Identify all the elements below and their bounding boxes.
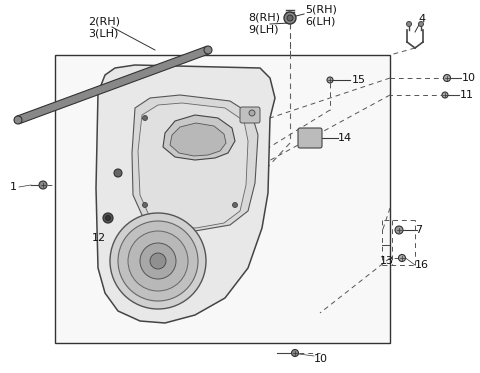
Text: 13: 13 [380, 256, 394, 266]
Circle shape [444, 75, 451, 81]
Circle shape [106, 216, 110, 220]
Circle shape [327, 77, 333, 83]
Circle shape [407, 22, 411, 26]
Circle shape [204, 46, 212, 54]
Text: 4: 4 [418, 14, 425, 24]
Polygon shape [17, 46, 209, 124]
Text: 12: 12 [92, 233, 106, 243]
Circle shape [143, 203, 147, 207]
Circle shape [419, 22, 423, 26]
Circle shape [442, 92, 448, 98]
Circle shape [249, 110, 255, 116]
Circle shape [143, 116, 147, 120]
Text: 1: 1 [10, 182, 17, 192]
Circle shape [150, 253, 166, 269]
Circle shape [103, 213, 113, 223]
Circle shape [39, 181, 47, 189]
Circle shape [128, 231, 188, 291]
Circle shape [395, 226, 403, 234]
Text: 8(RH): 8(RH) [248, 13, 280, 23]
Text: 7: 7 [415, 225, 422, 235]
Circle shape [118, 221, 198, 301]
Text: 9(LH): 9(LH) [248, 25, 278, 35]
Circle shape [114, 169, 122, 177]
Text: 16: 16 [415, 260, 429, 270]
Text: 6(LH): 6(LH) [305, 17, 336, 27]
Bar [55, 55, 390, 343]
Text: 15: 15 [352, 75, 366, 85]
Circle shape [110, 213, 206, 309]
Polygon shape [163, 115, 235, 160]
Circle shape [232, 203, 238, 207]
Text: 11: 11 [460, 90, 474, 100]
Circle shape [398, 254, 406, 261]
Text: 3(LH): 3(LH) [88, 28, 119, 38]
Circle shape [14, 116, 22, 124]
Polygon shape [138, 103, 248, 228]
Polygon shape [170, 123, 226, 156]
Circle shape [291, 350, 299, 357]
Circle shape [284, 12, 296, 24]
Polygon shape [132, 95, 258, 231]
Text: 2(RH): 2(RH) [88, 16, 120, 26]
FancyBboxPatch shape [240, 107, 260, 123]
FancyBboxPatch shape [298, 128, 322, 148]
Text: 14: 14 [338, 133, 352, 143]
Circle shape [140, 243, 176, 279]
Text: 5(RH): 5(RH) [305, 5, 337, 15]
Circle shape [287, 15, 293, 21]
Polygon shape [96, 65, 275, 323]
Text: 10: 10 [462, 73, 476, 83]
Text: 10: 10 [314, 354, 328, 364]
